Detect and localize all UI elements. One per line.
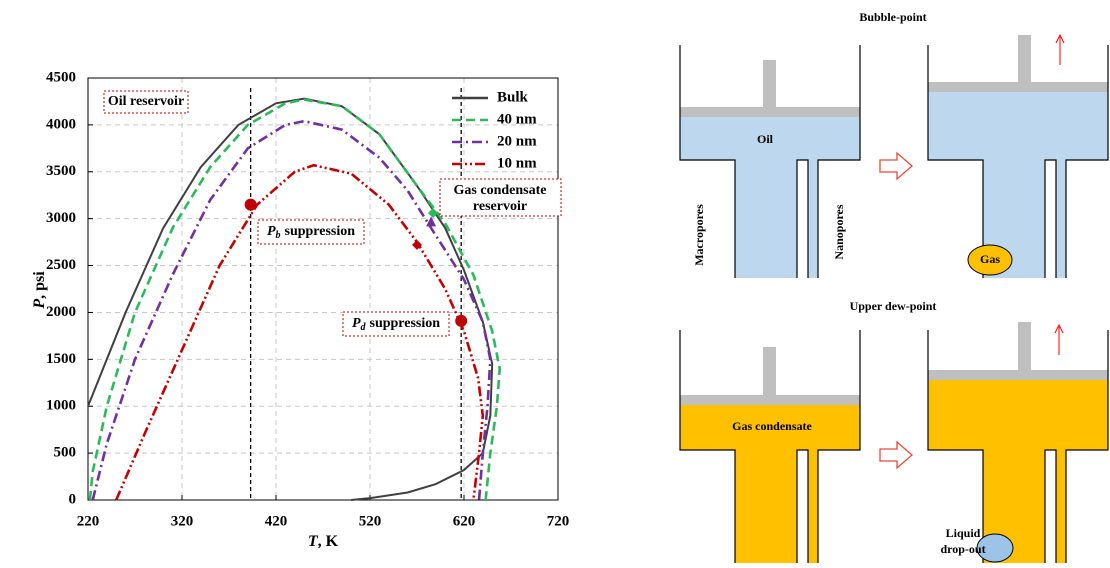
fluid-label: Gas condensate (732, 419, 812, 433)
annotation: reservoir (473, 199, 527, 214)
annotation-text: suppression (370, 316, 441, 331)
diagram-title: Upper dew-point (850, 299, 937, 313)
annotation-text: suppression (285, 224, 356, 239)
x-tick-label: 720 (547, 513, 570, 529)
legend-label: Bulk (497, 89, 529, 105)
fluid-label: Oil (757, 132, 774, 146)
annotation: Gas condensate (454, 183, 547, 198)
y-tick-label: 4000 (46, 116, 76, 132)
x-tick-label: 620 (453, 513, 476, 529)
y-tick-label: 3000 (46, 210, 76, 226)
pore-vessel (680, 330, 860, 563)
legend-label: 40 nm (497, 111, 537, 127)
series-line (88, 99, 492, 500)
marker (412, 240, 422, 250)
fluid-label: Gas (980, 252, 1000, 266)
legend-label: 20 nm (497, 133, 537, 149)
y-tick-label: 4500 (46, 69, 76, 85)
arrow (880, 442, 912, 468)
y-tick-label: 1500 (46, 351, 76, 367)
y-tick-label: 0 (69, 491, 77, 507)
x-tick-label: 320 (171, 513, 194, 529)
pore-vessel (928, 35, 1108, 278)
x-axis-label: T, K (308, 533, 339, 550)
y-tick-label: 1000 (46, 398, 76, 414)
legend-label: 10 nm (497, 155, 537, 171)
fluid-label: Liquid (946, 526, 981, 540)
marker (245, 199, 257, 211)
marker (426, 216, 436, 226)
marker (455, 315, 467, 327)
x-tick-label: 220 (77, 513, 100, 529)
diagram-title: Bubble-point (859, 10, 926, 24)
series-line (93, 121, 491, 500)
fluid-label: drop-out (940, 542, 985, 556)
x-tick-label: 420 (265, 513, 288, 529)
y-label-unit: , psi (31, 271, 48, 299)
diagram: Bubble-point Upper dew-point Oil Gas Mac… (680, 10, 1108, 563)
y-tick-label: 2000 (46, 304, 76, 320)
x-tick-label: 520 (359, 513, 382, 529)
series-line (90, 100, 500, 500)
x-label-unit: , K (318, 533, 339, 550)
y-tick-label: 3500 (46, 163, 76, 179)
y-tick-label: 2500 (46, 257, 76, 273)
pore-label: Nanopores (832, 204, 846, 259)
annotation: Oil reservoir (108, 94, 184, 109)
pore-label: Macropores (692, 204, 706, 266)
figure: T, K P, psi Bubble-point Upper dew-point… (0, 0, 1110, 563)
y-tick-label: 500 (54, 445, 77, 461)
arrow (880, 153, 912, 179)
annotation-subscript: b (276, 230, 281, 241)
